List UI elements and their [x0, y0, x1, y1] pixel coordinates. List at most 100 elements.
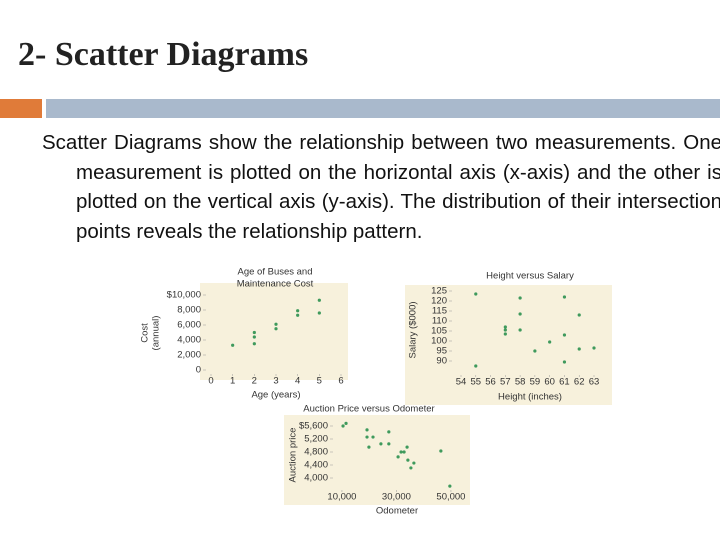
slide-title: 2- Scatter Diagrams — [18, 36, 309, 73]
point — [409, 466, 413, 470]
y-axis-label: Auction price — [288, 428, 299, 483]
point — [252, 330, 256, 335]
point — [548, 340, 552, 344]
point — [503, 325, 507, 329]
x-tick-label: 54 — [456, 377, 467, 388]
x-tick-label: 6 — [338, 376, 343, 387]
body-text: Scatter Diagrams show the relationship b… — [42, 131, 720, 243]
point — [252, 342, 256, 346]
y-tick-label: $5,600 — [299, 421, 328, 432]
point — [533, 349, 537, 353]
point — [402, 450, 406, 454]
x-tick-label: 10,000 — [327, 492, 356, 503]
plot-background — [200, 283, 348, 380]
x-tick-label: 2 — [252, 376, 257, 387]
header-bar — [46, 99, 720, 118]
point — [344, 421, 348, 425]
point — [439, 449, 443, 453]
point — [448, 484, 452, 488]
point — [274, 327, 278, 331]
x-tick-label: 4 — [295, 376, 300, 387]
y-tick-label: 125 — [431, 286, 447, 297]
point — [562, 333, 567, 337]
y-tick-label: 6,000 — [177, 320, 201, 331]
point — [379, 442, 383, 446]
point — [371, 435, 375, 439]
x-axis-label: Height (inches) — [498, 392, 562, 403]
point — [518, 312, 522, 316]
point — [274, 322, 278, 326]
y-tick-label: 4,000 — [304, 473, 328, 484]
point — [365, 435, 369, 439]
accent-bar — [0, 99, 42, 118]
x-tick-label: 60 — [544, 377, 555, 388]
y-tick-label: 90 — [436, 356, 447, 367]
y-tick-label: 4,400 — [304, 460, 328, 471]
point — [474, 292, 478, 296]
point — [296, 309, 300, 313]
point — [503, 328, 507, 332]
point — [412, 461, 416, 465]
y-tick-label: 95 — [436, 346, 447, 357]
point — [562, 295, 567, 299]
x-tick-label: 0 — [208, 376, 213, 387]
point — [474, 364, 478, 368]
point — [231, 343, 235, 347]
point — [317, 298, 321, 302]
point — [406, 458, 410, 462]
point — [341, 424, 345, 428]
y-axis-label: Salary ($000) — [408, 301, 419, 358]
x-tick-label: 56 — [485, 377, 496, 388]
x-tick-label: 1 — [230, 376, 235, 387]
x-tick-label: 63 — [589, 377, 600, 388]
y-tick-label: $10,000 — [167, 290, 201, 301]
point — [252, 335, 256, 339]
x-tick-label: 3 — [273, 376, 278, 387]
chart-title: Maintenance Cost — [237, 279, 314, 290]
point — [317, 311, 321, 315]
y-axis-label: Cost — [140, 323, 151, 343]
point — [577, 313, 581, 317]
x-tick-label: 62 — [574, 377, 585, 388]
x-tick-label: 61 — [559, 377, 570, 388]
x-tick-label: 57 — [500, 377, 511, 388]
plot-background — [284, 415, 470, 505]
y-tick-label: 4,000 — [177, 335, 201, 346]
point — [396, 455, 400, 459]
x-tick-label: 5 — [317, 376, 322, 387]
point — [387, 430, 391, 434]
point — [562, 360, 567, 364]
y-tick-label: 115 — [432, 306, 447, 317]
chart-title: Auction Price versus Odometer — [303, 404, 434, 415]
y-tick-label: 110 — [432, 316, 447, 327]
point — [577, 347, 581, 351]
y-tick-label: 4,800 — [304, 447, 328, 458]
x-axis-label: Age (years) — [251, 390, 300, 401]
point — [296, 313, 300, 317]
y-tick-label: 0 — [196, 365, 201, 376]
point — [387, 442, 391, 446]
point — [518, 296, 522, 300]
chart-title: Age of Buses and — [238, 267, 313, 278]
x-tick-label: 58 — [515, 377, 526, 388]
y-tick-label: 120 — [431, 296, 447, 307]
point — [592, 346, 596, 350]
y-tick-label: 105 — [431, 326, 447, 337]
x-tick-label: 55 — [470, 377, 481, 388]
point — [405, 445, 409, 449]
x-tick-label: 50,000 — [436, 492, 465, 503]
y-tick-label: 2,000 — [177, 350, 201, 361]
chart-title: Height versus Salary — [486, 271, 574, 282]
x-axis-label: Odometer — [376, 506, 418, 517]
point — [503, 332, 507, 336]
point — [518, 328, 522, 332]
point — [365, 428, 369, 432]
y-tick-label: 5,200 — [304, 434, 328, 445]
point — [399, 450, 403, 454]
y-tick-label: 8,000 — [177, 305, 201, 316]
y-tick-label: 100 — [431, 336, 447, 347]
x-tick-label: 30,000 — [382, 492, 411, 503]
plot-background — [405, 285, 612, 405]
